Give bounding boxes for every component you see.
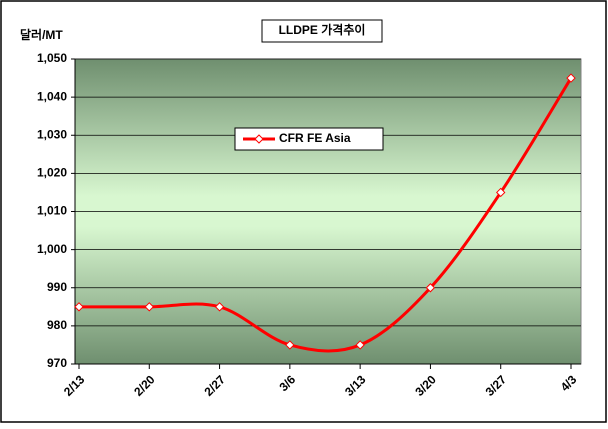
y-tick-label: 970: [47, 356, 67, 370]
y-tick-label: 1,010: [37, 204, 67, 218]
legend-marker: [254, 134, 264, 144]
legend-box: [234, 127, 384, 151]
y-tick-label: 1,030: [37, 127, 67, 141]
marker: [566, 73, 576, 83]
y-tick-label: 1,020: [37, 166, 67, 180]
marker: [214, 302, 225, 312]
y-tick-label: 990: [47, 280, 67, 294]
chart-title: LLDPE 가격추이: [279, 22, 366, 37]
marker: [285, 340, 295, 350]
y-tick-label: 1,000: [37, 242, 67, 256]
marker: [355, 340, 365, 350]
marker: [74, 302, 84, 312]
y-tick-label: 1,050: [37, 51, 67, 65]
marker: [144, 302, 154, 312]
legend-label: CFR FE Asia: [279, 131, 351, 145]
title-box: [261, 19, 383, 43]
y-tick-label: 1,040: [37, 89, 67, 103]
y-tick-label: 980: [47, 318, 67, 332]
marker: [496, 187, 506, 198]
y-axis-label: 달러/MT: [20, 27, 63, 42]
marker: [425, 283, 436, 293]
